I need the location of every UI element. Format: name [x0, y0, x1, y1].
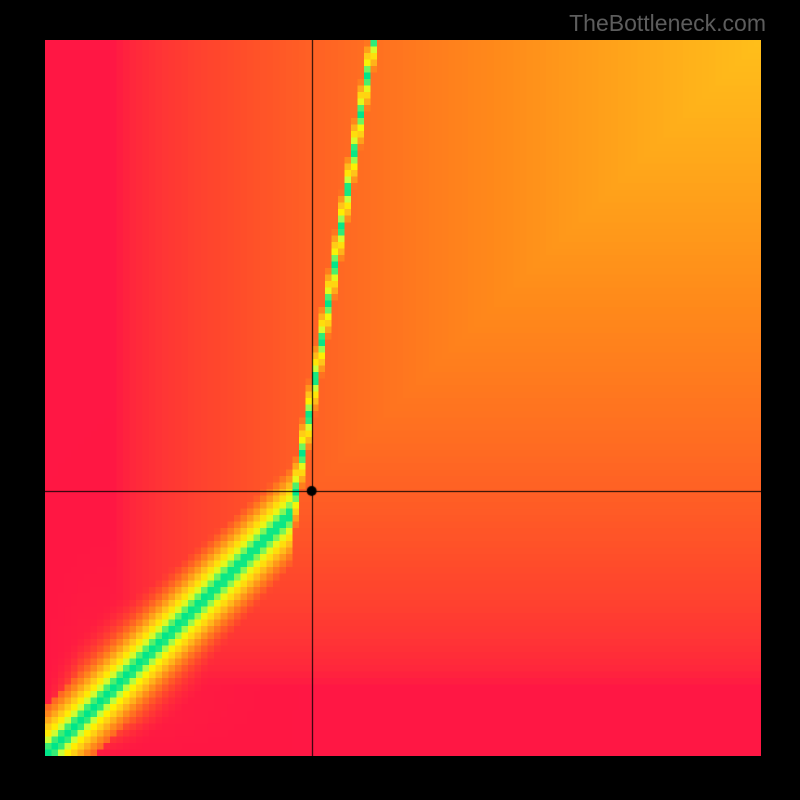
watermark-text: TheBottleneck.com: [569, 10, 766, 37]
overlay-canvas: [45, 40, 761, 756]
chart-container: TheBottleneck.com: [0, 0, 800, 800]
